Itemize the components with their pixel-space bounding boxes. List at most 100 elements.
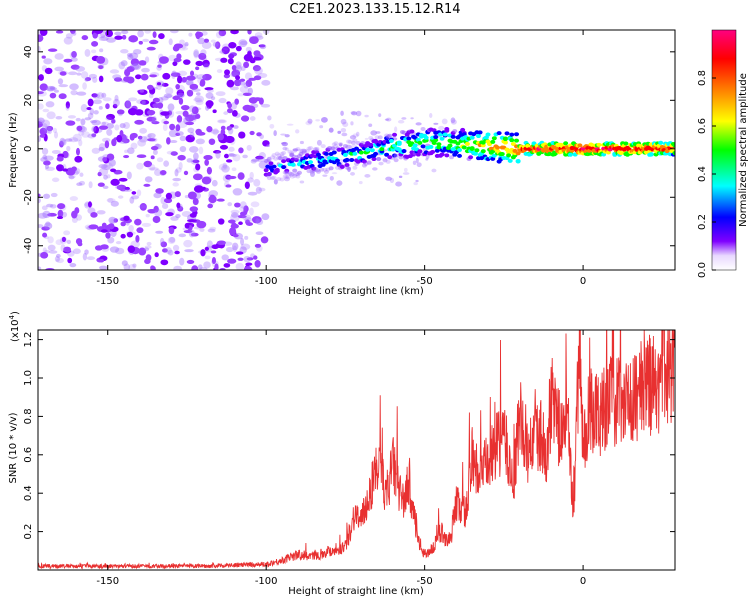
spectrogram-noise-cell: [233, 125, 239, 129]
spectrogram-noise-cell: [92, 76, 98, 83]
spectrogram-noise-cell: [110, 168, 117, 173]
spectrogram-noise-cell: [151, 266, 156, 270]
spectrogram-noise-cell: [184, 222, 190, 229]
spectrogram-noise-cell: [216, 198, 225, 202]
spectrogram-ridge-cell: [444, 128, 450, 133]
spectrogram-noise-cell: [190, 158, 200, 165]
spectrogram-noise-cell: [76, 182, 83, 187]
spectrogram-noise-cell: [378, 113, 382, 118]
spectrogram-noise-cell: [144, 176, 153, 183]
spectrogram-noise-cell: [165, 87, 174, 95]
spectrogram-noise-cell: [43, 155, 54, 161]
spectrogram-noise-cell: [133, 48, 142, 55]
snr-scale-exponent: 4: [8, 314, 16, 319]
spectrogram-noise-cell: [90, 212, 98, 218]
spectrogram-noise-cell: [254, 243, 262, 248]
spectrogram-ridge-cell: [290, 162, 296, 167]
spectrogram-noise-cell: [231, 167, 237, 172]
spectrogram-noise-cell: [98, 75, 104, 83]
spectrogram-noise-cell: [206, 166, 213, 175]
spectrogram-ridge-cell: [342, 144, 348, 149]
spectrogram-noise-cell: [46, 87, 55, 91]
spectrogram-noise-cell: [235, 262, 245, 270]
spectrogram-chart: -150 -100 -50 0 -40 -20 0 20 40 Height of straig…: [8, 29, 676, 297]
spectrogram-ridge-cell: [439, 136, 445, 141]
spectrogram-y-tick-label: -20: [23, 189, 34, 205]
spectrogram-noise-cell: [193, 157, 198, 163]
spectrogram-noise-cell: [98, 106, 103, 110]
spectrogram-ridge-cell: [350, 140, 356, 145]
spectrogram-ridge-cell: [268, 161, 274, 166]
spectrogram-ridge-cell: [393, 157, 399, 162]
spectrogram-ridge-cell: [444, 153, 450, 158]
spectrogram-noise-cell: [195, 99, 204, 106]
spectrogram-noise-cell: [284, 147, 289, 152]
spectrogram-noise-cell: [288, 172, 295, 177]
spectrogram-noise-cell: [105, 116, 112, 121]
spectrogram-noise-cell: [282, 146, 288, 151]
spectrogram-noise-cell: [214, 41, 221, 49]
spectrogram-noise-cell: [204, 246, 209, 251]
spectrogram-noise-cell: [187, 114, 197, 123]
spectrogram-noise-cell: [248, 97, 258, 104]
spectrogram-noise-cell: [57, 78, 64, 85]
spectrogram-ridge-cell: [648, 152, 654, 157]
spectrogram-noise-cell: [249, 171, 254, 180]
spectrogram-noise-cell: [433, 122, 439, 125]
spectrogram-noise-cell: [140, 73, 149, 81]
spectrogram-noise-cell: [119, 123, 126, 129]
spectrogram-ridge-cell: [270, 176, 276, 181]
spectrogram-ridge-cell: [477, 130, 483, 135]
spectrogram-noise-cell: [237, 172, 245, 180]
spectrogram-ridge-cell: [409, 129, 415, 134]
spectrogram-noise-cell: [415, 179, 419, 183]
spectrogram-noise-cell: [243, 61, 250, 69]
spectrogram-y-label: Frequency (Hz): [8, 112, 19, 188]
spectrogram-noise-cell: [127, 147, 135, 155]
spectrogram-noise-cell: [41, 123, 48, 131]
spectrogram-noise-cell: [74, 155, 83, 163]
spectrogram-ridge-cell: [382, 158, 388, 163]
spectrogram-noise-cell: [100, 121, 110, 127]
spectrogram-ridge-cell: [368, 136, 374, 141]
spectrogram-noise-cell: [103, 162, 113, 171]
spectrogram-ridge-cell: [525, 144, 531, 149]
spectrogram-noise-cell: [198, 266, 208, 270]
spectrogram-ridge-cell: [515, 159, 521, 164]
spectrogram-ridge-cell: [387, 155, 393, 160]
spectrogram-noise-cell: [347, 166, 351, 172]
spectrogram-noise-cell: [179, 257, 185, 266]
spectrogram-noise-cell: [81, 35, 89, 41]
spectrogram-noise-cell: [205, 92, 214, 99]
spectrogram-noise-cell: [91, 126, 97, 133]
spectrogram-noise-cell: [350, 121, 354, 126]
spectrogram-noise-cell: [178, 233, 187, 238]
spectrogram-noise-cell: [42, 232, 48, 238]
spectrogram-noise-cell: [55, 30, 64, 34]
spectrogram-noise-cell: [106, 128, 113, 136]
spectrogram-noise-cell: [114, 31, 122, 36]
spectrogram-noise-cell: [235, 61, 242, 70]
colorbar-tick-label: 0.2: [697, 214, 708, 230]
spectrogram-noise-cell: [385, 176, 392, 181]
spectrogram-noise-cell: [110, 178, 120, 186]
spectrogram-noise-cell: [106, 113, 116, 121]
spectrogram-noise-cell: [186, 219, 197, 223]
spectrogram-noise-cell: [156, 65, 162, 71]
spectrogram-noise-cell: [79, 172, 84, 177]
spectrogram-noise-cell: [186, 158, 193, 163]
spectrogram-noise-cell: [258, 97, 264, 105]
spectrogram-noise-cell: [349, 135, 357, 140]
spectrogram-noise-cell: [195, 31, 201, 40]
spectrogram-noise-cell: [255, 156, 265, 162]
spectrogram-noise-cell: [239, 81, 246, 86]
snr-chart: -150 -100 -50 0 0.2 0.4 0.6 0.8 1.0 1.2 Height of…: [8, 311, 676, 597]
spectrogram-noise-cell: [234, 202, 241, 208]
spectrogram-ridge-cell: [352, 151, 358, 156]
spectrogram-noise-cell: [45, 101, 55, 108]
spectrogram-noise-cell: [337, 130, 342, 134]
spectrogram-noise-cell: [44, 67, 53, 75]
spectrogram-noise-cell: [100, 229, 108, 233]
spectrogram-noise-cell: [43, 160, 51, 166]
spectrogram-noise-cell: [189, 131, 195, 138]
